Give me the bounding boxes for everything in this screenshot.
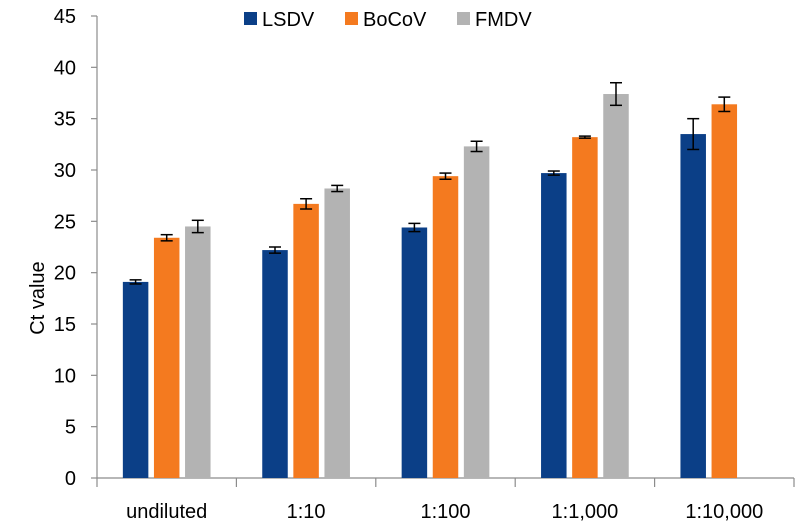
bar xyxy=(711,104,738,478)
bar xyxy=(680,134,706,479)
x-tick-label: 1:10,000 xyxy=(685,501,763,523)
legend-label: BoCoV xyxy=(363,9,427,31)
bar xyxy=(153,237,180,478)
x-tick-label: 1:1,000 xyxy=(552,501,619,523)
legend-swatch xyxy=(345,12,358,25)
bar xyxy=(432,176,459,478)
bars xyxy=(122,81,738,479)
legend-swatch xyxy=(457,12,470,25)
x-tick-label: 1:100 xyxy=(420,501,470,523)
y-axis-title: Ct value xyxy=(27,261,49,334)
y-tick-label: 20 xyxy=(54,263,76,285)
bar xyxy=(262,250,288,478)
bar xyxy=(185,226,211,478)
bar xyxy=(572,137,598,478)
axes: 0 5 10 15 20 25 30 35 40 45 undiluted 1:10 1:100 1:1,… xyxy=(54,6,795,523)
x-tick-label: undiluted xyxy=(126,501,207,523)
y-tick-label: 30 xyxy=(54,160,76,182)
legend-swatch xyxy=(244,12,257,25)
y-tick-label: 10 xyxy=(54,365,76,387)
legend-label: LSDV xyxy=(262,9,315,31)
y-tick-label: 15 xyxy=(54,314,76,336)
bar xyxy=(541,173,567,478)
legend: LSDV BoCoV FMDV xyxy=(244,9,532,31)
y-tick-label: 0 xyxy=(65,468,76,490)
legend-label: FMDV xyxy=(475,9,532,31)
bar xyxy=(122,281,149,478)
x-tick-label: 1:10 xyxy=(287,501,326,523)
bar xyxy=(401,227,428,478)
y-tick-label: 25 xyxy=(54,211,76,233)
y-tick-label: 40 xyxy=(54,57,76,79)
bar xyxy=(324,188,350,479)
bar xyxy=(463,146,490,479)
y-tick-label: 35 xyxy=(54,109,76,131)
bar xyxy=(603,94,629,478)
y-tick-label: 5 xyxy=(65,417,76,439)
bar xyxy=(293,203,319,478)
y-tick-label: 45 xyxy=(54,6,76,28)
